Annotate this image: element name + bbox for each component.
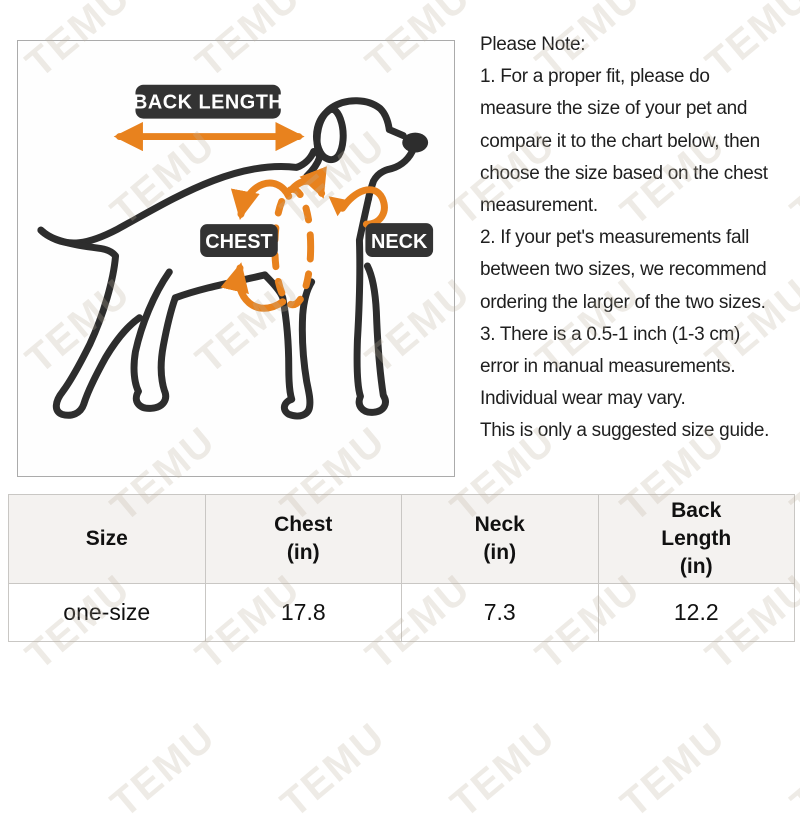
dog-nose: [402, 132, 429, 153]
temu-watermark: TEMU: [782, 714, 800, 826]
temu-watermark: TEMU: [102, 714, 224, 826]
chest-girth-dashed-ellipse: [271, 185, 315, 309]
cell-chest: 17.8: [204, 583, 402, 642]
size-table-row: one-size 17.8 7.3 12.2: [8, 583, 795, 642]
size-guide-image: { "diagram": { "back_length_label": "BAC…: [8, 0, 800, 826]
header-back-length: Back Length (in): [597, 494, 795, 584]
shoulder-arrow: [289, 166, 327, 199]
measurement-marks: [113, 121, 388, 312]
back-length-label-text: BACK LENGTH: [133, 92, 283, 114]
cell-size: one-size: [8, 583, 206, 642]
diagram-labels: BACK LENGTH CHEST NECK: [133, 84, 434, 258]
neck-label: NECK: [365, 223, 434, 258]
temu-watermark: TEMU: [272, 714, 394, 826]
header-size: Size: [8, 494, 206, 584]
temu-watermark: TEMU: [442, 714, 564, 826]
cell-neck: 7.3: [401, 583, 599, 642]
size-note-text: Please Note: 1. For a proper fit, please…: [480, 34, 770, 442]
chest-girth-arrow-top: [230, 179, 293, 220]
header-chest: Chest (in): [204, 494, 402, 584]
neck-arrowhead: [328, 196, 349, 217]
dog-outline: [37, 97, 429, 420]
size-table: Size Chest (in) Neck (in) Back Length (i…: [8, 494, 795, 642]
dog-diagram-svg: BACK LENGTH CHEST NECK: [37, 84, 434, 420]
chest-label-text: CHEST: [205, 231, 272, 253]
back-length-label: BACK LENGTH: [133, 84, 283, 119]
temu-watermark: TEMU: [612, 714, 734, 826]
neck-label-text: NECK: [371, 231, 428, 253]
chest-girth-arrow-bottom: [220, 262, 287, 312]
dog-measurement-diagram-panel: BACK LENGTH CHEST NECK: [17, 40, 455, 477]
neck-girth-arrow: [339, 186, 388, 228]
size-table-header-row: Size Chest (in) Neck (in) Back Length (i…: [8, 494, 795, 584]
header-neck: Neck (in): [401, 494, 599, 584]
chest-label: CHEST: [200, 224, 278, 258]
cell-back-length: 12.2: [597, 583, 795, 642]
